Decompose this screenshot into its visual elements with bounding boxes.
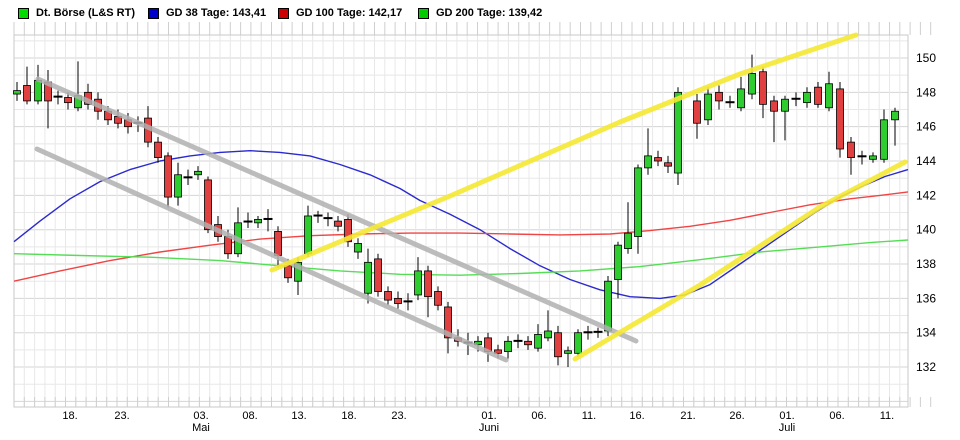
y-axis-label: 148: [916, 85, 936, 99]
x-axis-label: 18.: [62, 410, 77, 422]
x-axis-label: 26.: [729, 410, 744, 422]
gd38-label: GD 38 Tage: 143,41: [166, 7, 267, 19]
x-axis-label: 11.: [582, 410, 596, 422]
x-axis-month-label: Juli: [779, 422, 796, 434]
x-axis-label: 11.: [880, 410, 894, 422]
x-axis-label: 16.: [629, 410, 644, 422]
gd200-swatch: [418, 7, 429, 19]
x-axis-month-label: Juni: [479, 422, 499, 434]
y-axis-label: 136: [916, 291, 936, 305]
y-axis-label: 144: [916, 154, 936, 168]
y-axis-label: 132: [916, 360, 936, 374]
x-axis-label: 18.: [341, 410, 356, 422]
x-axis-label: 06.: [531, 410, 546, 422]
legend-item-gd38: GD 38 Tage: 143,41: [148, 6, 266, 20]
x-axis-label: 03.: [193, 410, 208, 422]
gd100-swatch: [278, 7, 289, 19]
y-axis-label: 150: [916, 51, 936, 65]
x-axis-label: 21.: [680, 410, 695, 422]
gd38-swatch: [148, 7, 159, 19]
y-axis-label: 146: [916, 120, 936, 134]
y-axis-label: 140: [916, 223, 936, 237]
x-axis-month-label: Mai: [192, 422, 210, 434]
x-axis-label: 01.: [779, 410, 794, 422]
chart-legend: Dt. Börse (L&S RT) GD 38 Tage: 143,41 GD…: [0, 6, 960, 22]
gd100-label: GD 100 Tage: 142,17: [296, 7, 403, 19]
x-axis-label: 08.: [242, 410, 257, 422]
y-axis-label: 138: [916, 257, 936, 271]
y-axis-label: 134: [916, 326, 936, 340]
legend-item-gd200: GD 200 Tage: 139,42: [418, 6, 542, 20]
gd200-label: GD 200 Tage: 139,42: [436, 7, 543, 19]
legend-item-price: Dt. Börse (L&S RT): [18, 6, 135, 20]
x-axis-label: 23.: [114, 410, 129, 422]
x-axis-label: 23.: [391, 410, 406, 422]
price-series-swatch: [18, 7, 29, 19]
y-axis-label: 142: [916, 188, 936, 202]
x-axis-label: 01.: [481, 410, 496, 422]
legend-item-gd100: GD 100 Tage: 142,17: [278, 6, 402, 20]
x-axis-label: 13.: [291, 410, 306, 422]
x-axis-label: 06.: [829, 410, 844, 422]
price-series-label: Dt. Börse (L&S RT): [36, 7, 135, 19]
